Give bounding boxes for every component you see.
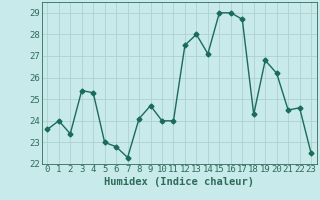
X-axis label: Humidex (Indice chaleur): Humidex (Indice chaleur) (104, 177, 254, 187)
